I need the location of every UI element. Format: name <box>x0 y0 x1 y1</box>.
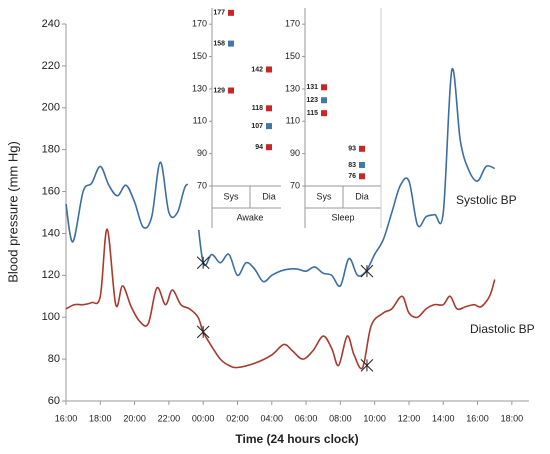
cross-marker <box>360 264 374 278</box>
inset-category-label: Dia <box>262 191 276 201</box>
inset-value-label: 129 <box>213 87 225 94</box>
inset-y-tick-label: 150 <box>192 51 207 61</box>
inset-value-label: 123 <box>306 97 318 104</box>
inset-value-label: 177 <box>213 10 225 17</box>
inset-category-label: Dia <box>355 191 369 201</box>
inset-value-label: 93 <box>348 146 356 153</box>
inset-point <box>321 97 327 104</box>
inset-background <box>188 4 288 230</box>
x-tick-label: 16:00 <box>466 413 489 423</box>
inset-category-label: Sys <box>316 191 332 201</box>
x-tick-label: 00:00 <box>192 413 215 423</box>
series-label: Systolic BP <box>456 193 517 207</box>
inset-y-tick-label: 170 <box>285 19 300 29</box>
inset-value-label: 118 <box>252 105 263 112</box>
inset-y-tick-label: 130 <box>192 83 207 93</box>
series-label: Diastolic BP <box>470 322 535 336</box>
x-tick-label: 14:00 <box>432 413 455 423</box>
inset-point <box>266 123 272 130</box>
inset-y-tick-label: 90 <box>290 148 300 158</box>
x-tick-label: 12:00 <box>398 413 421 423</box>
y-tick-label: 120 <box>42 269 60 281</box>
y-tick-label: 80 <box>48 353 60 365</box>
series-line <box>65 228 496 370</box>
y-tick-label: 100 <box>42 311 60 323</box>
inset-title: Sleep <box>331 212 354 222</box>
inset-y-tick-label: 90 <box>197 148 207 158</box>
inset-point <box>228 87 234 94</box>
cross-marker <box>196 325 210 339</box>
inset-point <box>359 173 365 180</box>
inset-value-label: 107 <box>251 123 263 130</box>
y-tick-label: 200 <box>42 102 60 114</box>
inset-value-label: 83 <box>348 162 356 169</box>
y-tick-label: 240 <box>42 18 60 30</box>
x-tick-label: 08:00 <box>329 413 352 423</box>
inset-point <box>228 9 234 16</box>
x-tick-label: 22:00 <box>158 413 181 423</box>
inset-title: Awake <box>237 212 264 222</box>
inset-value-label: 142 <box>251 66 263 73</box>
inset-point <box>359 145 365 152</box>
y-tick-label: 220 <box>42 60 60 72</box>
x-tick-label: 10:00 <box>363 413 386 423</box>
y-axis-title: Blood pressure (mm Hg) <box>5 141 20 283</box>
x-tick-label: 18:00 <box>501 413 524 423</box>
inset-y-tick-label: 110 <box>193 116 207 126</box>
inset-value-label: 158 <box>213 40 225 47</box>
inset-background <box>281 4 381 230</box>
inset-value-label: 94 <box>255 144 263 151</box>
inset-y-tick-label: 110 <box>286 116 300 126</box>
inset-category-label: Sys <box>223 191 239 201</box>
x-tick-label: 02:00 <box>226 413 249 423</box>
inset-y-tick-label: 70 <box>197 180 207 190</box>
y-tick-label: 60 <box>48 395 60 407</box>
inset-y-tick-label: 150 <box>285 51 300 61</box>
inset-value-label: 115 <box>307 110 318 117</box>
inset-point <box>266 66 272 73</box>
inset-value-label: 76 <box>348 173 356 180</box>
inset-y-tick-label: 70 <box>290 180 300 190</box>
inset-point <box>359 161 365 168</box>
inset-y-tick-label: 170 <box>192 19 207 29</box>
x-axis-title: Time (24 hours clock) <box>235 432 358 446</box>
inset-point <box>228 40 234 47</box>
inset-point <box>266 105 272 112</box>
x-tick-label: 16:00 <box>55 413 78 423</box>
y-tick-label: 140 <box>42 227 60 239</box>
cross-marker <box>196 256 210 270</box>
inset-point <box>321 84 327 91</box>
cross-marker <box>360 359 374 372</box>
inset-value-label: 131 <box>306 84 318 91</box>
inset-point <box>266 144 272 151</box>
x-tick-label: 04:00 <box>261 413 284 423</box>
inset-point <box>321 110 327 117</box>
x-tick-label: 18:00 <box>89 413 112 423</box>
x-tick-label: 06:00 <box>295 413 318 423</box>
x-tick-label: 20:00 <box>123 413 146 423</box>
y-tick-label: 160 <box>42 185 60 197</box>
series-line <box>65 67 496 288</box>
inset-y-tick-label: 130 <box>285 83 300 93</box>
y-tick-label: 180 <box>42 144 60 156</box>
